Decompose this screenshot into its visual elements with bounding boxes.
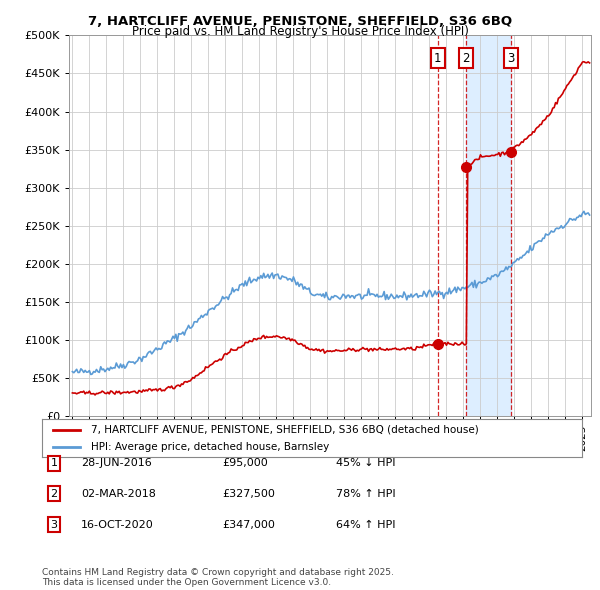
Bar: [466, 35, 511, 416]
Text: 3: 3: [50, 520, 58, 529]
Text: 1: 1: [434, 52, 442, 65]
Text: £347,000: £347,000: [222, 520, 275, 529]
Text: HPI: Average price, detached house, Barnsley: HPI: Average price, detached house, Barn…: [91, 441, 329, 451]
Text: 28-JUN-2016: 28-JUN-2016: [81, 458, 152, 468]
Text: 3: 3: [507, 52, 515, 65]
Text: £95,000: £95,000: [222, 458, 268, 468]
Text: 7, HARTCLIFF AVENUE, PENISTONE, SHEFFIELD, S36 6BQ: 7, HARTCLIFF AVENUE, PENISTONE, SHEFFIEL…: [88, 15, 512, 28]
Text: Price paid vs. HM Land Registry's House Price Index (HPI): Price paid vs. HM Land Registry's House …: [131, 25, 469, 38]
Text: 78% ↑ HPI: 78% ↑ HPI: [336, 489, 395, 499]
Text: £327,500: £327,500: [222, 489, 275, 499]
Text: Contains HM Land Registry data © Crown copyright and database right 2025.
This d: Contains HM Land Registry data © Crown c…: [42, 568, 394, 587]
Text: 1: 1: [50, 458, 58, 468]
Text: 02-MAR-2018: 02-MAR-2018: [81, 489, 156, 499]
Text: 7, HARTCLIFF AVENUE, PENISTONE, SHEFFIELD, S36 6BQ (detached house): 7, HARTCLIFF AVENUE, PENISTONE, SHEFFIEL…: [91, 425, 478, 435]
Text: 2: 2: [463, 52, 470, 65]
Text: 2: 2: [50, 489, 58, 499]
Text: 64% ↑ HPI: 64% ↑ HPI: [336, 520, 395, 529]
Text: 45% ↓ HPI: 45% ↓ HPI: [336, 458, 395, 468]
Text: 16-OCT-2020: 16-OCT-2020: [81, 520, 154, 529]
